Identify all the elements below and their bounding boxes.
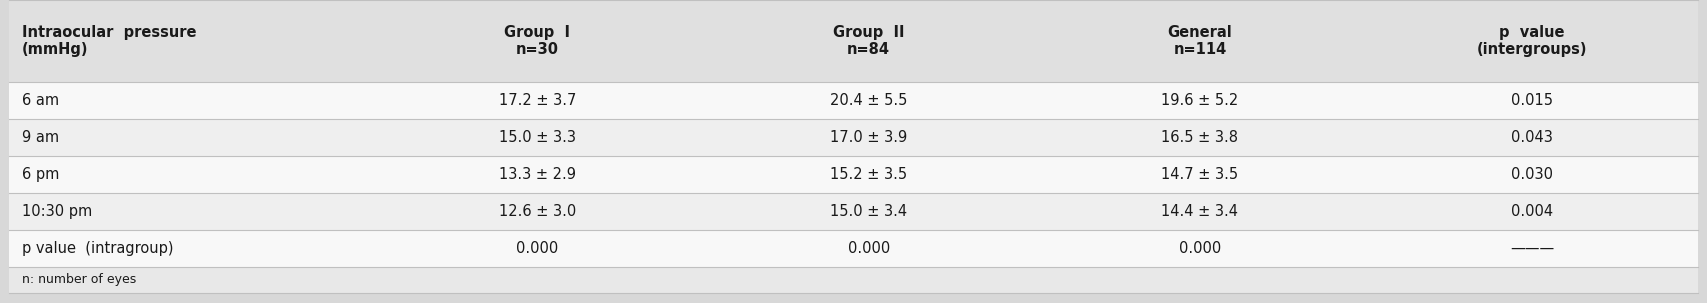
Bar — [372, 156, 703, 193]
Bar — [9, 193, 372, 230]
Text: 12.6 ± 3.0: 12.6 ± 3.0 — [498, 204, 575, 219]
Text: 0.030: 0.030 — [1511, 167, 1553, 182]
Bar — [372, 0, 703, 82]
Text: 13.3 ± 2.9: 13.3 ± 2.9 — [498, 167, 575, 182]
Text: 16.5 ± 3.8: 16.5 ± 3.8 — [1161, 130, 1239, 145]
Bar — [1034, 0, 1366, 82]
Bar — [1366, 119, 1698, 156]
Bar — [1366, 156, 1698, 193]
Bar — [372, 119, 703, 156]
Bar — [1034, 230, 1366, 267]
Text: n: number of eyes: n: number of eyes — [22, 274, 137, 286]
Text: 19.6 ± 5.2: 19.6 ± 5.2 — [1161, 93, 1239, 108]
Text: 0.000: 0.000 — [848, 241, 889, 256]
Text: ———: ——— — [1511, 241, 1553, 256]
Bar — [9, 156, 372, 193]
Bar — [9, 267, 1698, 293]
Bar — [1034, 193, 1366, 230]
Bar — [703, 193, 1034, 230]
Text: General
n=114: General n=114 — [1168, 25, 1232, 57]
Bar — [9, 0, 372, 82]
Bar — [1034, 119, 1366, 156]
Bar — [372, 230, 703, 267]
Bar — [372, 193, 703, 230]
Text: Group  I
n=30: Group I n=30 — [505, 25, 570, 57]
Bar — [9, 230, 372, 267]
Text: 15.0 ± 3.4: 15.0 ± 3.4 — [830, 204, 908, 219]
Text: 0.000: 0.000 — [516, 241, 558, 256]
Bar — [1366, 82, 1698, 119]
Text: 6 pm: 6 pm — [22, 167, 60, 182]
Bar — [1034, 82, 1366, 119]
Text: 0.015: 0.015 — [1511, 93, 1553, 108]
Text: p value  (intragroup): p value (intragroup) — [22, 241, 174, 256]
Text: 20.4 ± 5.5: 20.4 ± 5.5 — [830, 93, 908, 108]
Text: 10:30 pm: 10:30 pm — [22, 204, 92, 219]
Text: 9 am: 9 am — [22, 130, 60, 145]
Text: Intraocular  pressure
(mmHg): Intraocular pressure (mmHg) — [22, 25, 196, 57]
Text: 14.4 ± 3.4: 14.4 ± 3.4 — [1161, 204, 1239, 219]
Bar — [703, 230, 1034, 267]
Bar — [9, 82, 372, 119]
Bar — [1366, 230, 1698, 267]
Text: 15.2 ± 3.5: 15.2 ± 3.5 — [830, 167, 908, 182]
Bar — [703, 156, 1034, 193]
Text: 15.0 ± 3.3: 15.0 ± 3.3 — [498, 130, 575, 145]
Bar — [703, 119, 1034, 156]
Bar — [703, 0, 1034, 82]
Text: 0.043: 0.043 — [1511, 130, 1553, 145]
Bar — [1034, 156, 1366, 193]
Bar — [703, 82, 1034, 119]
Text: 0.004: 0.004 — [1511, 204, 1553, 219]
Text: 0.000: 0.000 — [1180, 241, 1221, 256]
Text: p  value
(intergroups): p value (intergroups) — [1477, 25, 1588, 57]
Text: 17.2 ± 3.7: 17.2 ± 3.7 — [498, 93, 577, 108]
Text: Group  II
n=84: Group II n=84 — [833, 25, 905, 57]
Bar — [1366, 0, 1698, 82]
Text: 17.0 ± 3.9: 17.0 ± 3.9 — [830, 130, 908, 145]
Bar — [9, 119, 372, 156]
Bar — [1366, 193, 1698, 230]
Bar — [372, 82, 703, 119]
Text: 6 am: 6 am — [22, 93, 60, 108]
Text: 14.7 ± 3.5: 14.7 ± 3.5 — [1161, 167, 1239, 182]
